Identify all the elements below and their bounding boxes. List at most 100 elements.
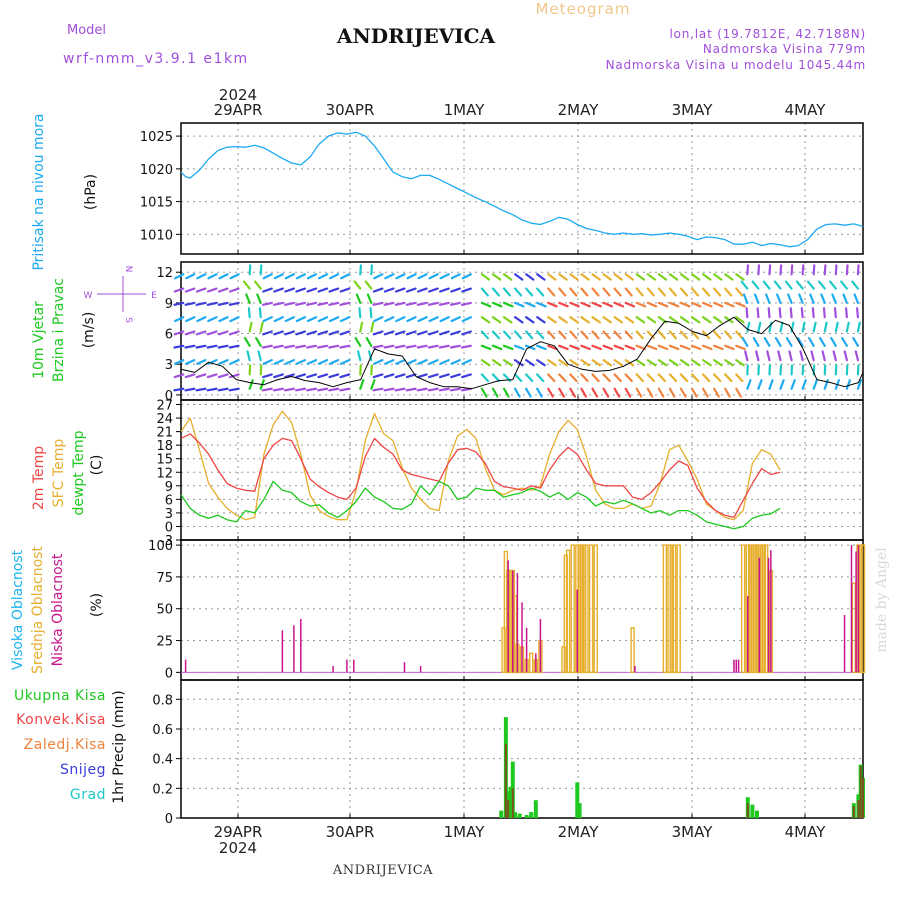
wind-arrow xyxy=(175,317,183,321)
wind-arrow xyxy=(781,323,783,332)
wind-arrow xyxy=(559,317,566,322)
wind-arrow xyxy=(368,295,371,303)
wind-arrow xyxy=(186,289,194,292)
wind-arrow xyxy=(765,338,770,346)
compass-east: E xyxy=(151,291,157,301)
wind-arrow xyxy=(285,346,294,348)
wind-arrow xyxy=(725,303,733,306)
wind-arrow xyxy=(604,374,610,381)
wind-arrow xyxy=(792,380,795,388)
wind-arrow xyxy=(747,308,748,317)
wind-arrow xyxy=(330,332,339,335)
wind-arrow xyxy=(451,346,460,348)
y-tick-label: 0.8 xyxy=(152,693,173,708)
wind-arrow xyxy=(286,360,294,364)
wind-panel: 10m Vjetar Brzina i Pravac (m/s) N S E W… xyxy=(31,262,863,404)
convective-rain-bar xyxy=(747,803,749,818)
wind-arrow xyxy=(515,332,521,339)
wind-arrow xyxy=(230,332,239,335)
wind-arrow xyxy=(367,338,372,346)
wind-arrow xyxy=(570,374,576,381)
wind-arrow xyxy=(429,374,438,377)
wind-arrow xyxy=(559,274,566,279)
wind-arrow xyxy=(626,289,632,296)
wind-arrow xyxy=(681,360,688,365)
y-tick-label: 0 xyxy=(165,812,173,827)
wind-arrow xyxy=(681,332,687,339)
wind-arrow xyxy=(371,380,374,388)
bottom-year-label: 2024 xyxy=(219,839,257,857)
wind-arrow xyxy=(847,265,848,274)
wind-arrow xyxy=(419,317,427,321)
bottom-date-label: 30APR xyxy=(326,823,375,841)
wind-arrow xyxy=(297,360,305,364)
wind-arrow xyxy=(736,274,743,279)
wind-arrow xyxy=(681,274,688,279)
wind-arrow xyxy=(515,317,522,322)
wind-arrow xyxy=(736,374,742,381)
wind-arrow xyxy=(440,346,449,348)
wind-arrow xyxy=(670,346,678,349)
wind-arrow xyxy=(308,289,317,292)
wind-label-main: 10m Vjetar xyxy=(31,301,47,379)
wind-arrow xyxy=(802,308,803,317)
wind-arrow xyxy=(537,346,545,349)
wind-arrow xyxy=(570,332,576,339)
wind-arrow xyxy=(451,389,460,391)
temp-label-2m: 2m Temp xyxy=(31,446,47,510)
top-date-label: 3MAY xyxy=(672,101,714,119)
y-tick-label: 6 xyxy=(165,328,173,343)
wind-arrow xyxy=(615,374,621,381)
wind-arrow xyxy=(604,303,612,306)
wind-unit: (m/s) xyxy=(81,312,97,349)
wind-arrow xyxy=(615,303,623,306)
total-rain-bar xyxy=(578,803,582,818)
wind-arrow xyxy=(581,360,588,365)
wind-arrow xyxy=(250,265,251,274)
wind-arrow xyxy=(385,346,394,348)
cloud-label-mid: Srednja Oblacnost xyxy=(30,546,46,674)
wind-arrow xyxy=(615,346,623,349)
wind-arrow xyxy=(197,332,206,335)
wind-arrow xyxy=(274,303,283,305)
wind-arrow xyxy=(219,374,228,377)
wind-arrow xyxy=(714,303,722,306)
wind-arrow xyxy=(482,346,490,349)
wind-arrow xyxy=(593,332,599,339)
wind-arrow xyxy=(329,346,338,348)
wind-arrow xyxy=(307,374,316,377)
wind-arrow xyxy=(615,360,622,365)
compass-north: N xyxy=(123,266,133,273)
wind-arrow xyxy=(263,346,272,348)
wind-arrow xyxy=(615,289,621,296)
wind-arrow xyxy=(681,374,687,381)
wind-arrow xyxy=(604,317,611,322)
wind-arrow xyxy=(692,360,699,365)
wind-arrow xyxy=(823,351,825,360)
wind-arrow xyxy=(824,308,825,317)
wind-arrow xyxy=(670,332,676,339)
wind-arrow xyxy=(769,308,770,317)
wind-arrow xyxy=(593,374,599,381)
wind-arrow xyxy=(810,295,813,303)
wind-arrow xyxy=(604,346,612,349)
bottom-date-label: 4MAY xyxy=(785,823,827,841)
wind-arrow xyxy=(230,303,239,305)
wind-arrow xyxy=(581,317,588,322)
wind-arrow xyxy=(775,282,781,289)
precip-panel: 1hr Precip (mm) Ukupna Kisa Konvek.Kisa … xyxy=(14,680,865,827)
wind-arrow xyxy=(462,346,471,348)
mid-cloud-bar xyxy=(530,653,533,672)
wind-arrow xyxy=(548,332,554,339)
wind-arrow xyxy=(385,389,394,391)
wind-arrow xyxy=(374,389,383,391)
wind-arrow xyxy=(319,360,327,364)
wind-arrow xyxy=(526,303,534,306)
wind-arrow xyxy=(186,317,194,321)
wind-arrow xyxy=(604,389,609,397)
wind-arrow xyxy=(330,274,338,278)
wind-arrow xyxy=(714,374,720,381)
wind-arrow xyxy=(261,323,263,332)
wind-arrow xyxy=(274,389,283,391)
footer-title: ANDRIJEVICA xyxy=(332,863,433,878)
